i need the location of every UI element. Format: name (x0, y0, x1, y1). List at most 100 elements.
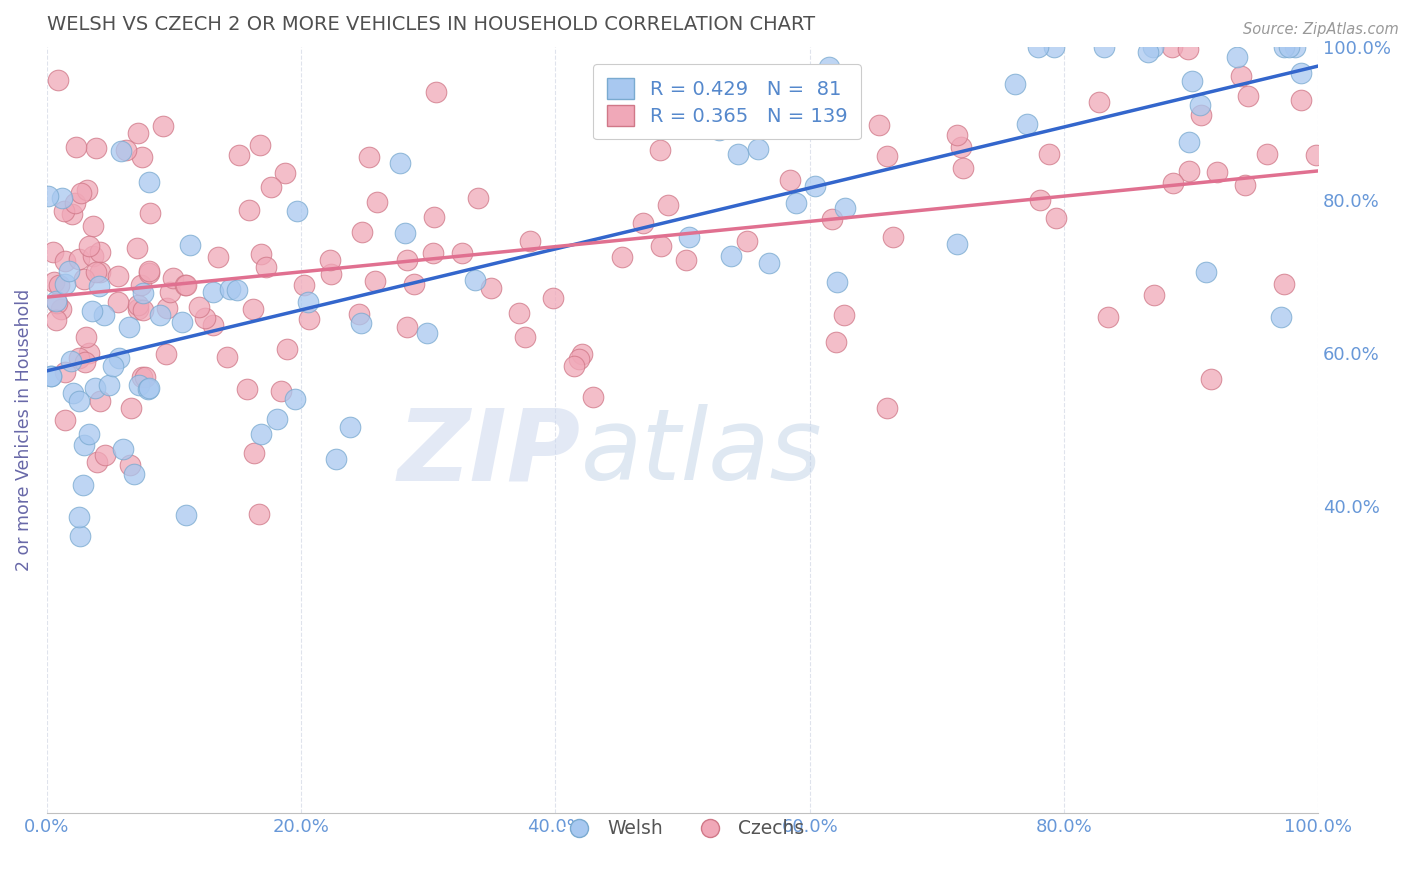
Point (63, 195, 86, 210)
Point (785, 196, 807, 211)
Point (339, 420, 361, 434)
Point (53, 413, 76, 427)
Point (1237, 89, 1260, 103)
Point (404, 277, 426, 291)
Point (270, 384, 292, 398)
Point (84, 381, 107, 395)
Point (138, 263, 160, 277)
Point (72, 478, 94, 492)
Point (319, 252, 342, 267)
Point (162, 271, 184, 285)
Point (266, 412, 288, 426)
Text: WELSH VS CZECH 2 OR MORE VEHICLES IN HOUSEHOLD CORRELATION CHART: WELSH VS CZECH 2 OR MORE VEHICLES IN HOU… (46, 15, 815, 34)
Point (350, 225, 373, 239)
Point (834, 202, 856, 216)
Point (152, 119, 174, 133)
Point (131, 150, 153, 164)
Point (779, 173, 801, 187)
Point (89, 394, 111, 409)
Point (120, 458, 142, 472)
Point (60, 354, 83, 368)
Point (817, 61, 839, 75)
Point (541, 291, 564, 305)
Point (98, 377, 121, 392)
Text: Source: ZipAtlas.com: Source: ZipAtlas.com (1243, 22, 1399, 37)
Point (215, 350, 238, 364)
Point (58, 264, 80, 278)
Point (73, 438, 96, 452)
Point (1029, 194, 1052, 208)
Point (156, 301, 179, 315)
Point (395, 320, 418, 334)
Point (176, 508, 198, 522)
Point (201, 285, 224, 300)
Point (39, 368, 62, 383)
Point (174, 277, 197, 292)
Point (159, 285, 181, 299)
Point (49, 301, 72, 316)
Point (298, 311, 321, 326)
Point (1097, 310, 1119, 324)
Point (675, 253, 697, 268)
Point (868, 119, 890, 133)
Point (425, 85, 447, 99)
Point (648, 144, 671, 158)
Point (720, 249, 742, 263)
Point (815, 121, 838, 136)
Point (67, 351, 90, 366)
Point (238, 202, 260, 217)
Point (727, 147, 749, 161)
Point (1206, 165, 1229, 179)
Point (89, 279, 111, 293)
Point (247, 508, 270, 522)
Point (242, 446, 264, 460)
Point (825, 334, 848, 349)
Point (467, 191, 489, 205)
Point (65, 140, 87, 154)
Point (1178, 163, 1201, 178)
Point (633, 99, 655, 113)
Point (72, 272, 94, 286)
Point (464, 273, 486, 287)
Point (132, 285, 155, 300)
Point (122, 467, 145, 482)
Point (172, 315, 194, 329)
Point (678, 229, 700, 244)
Point (657, 198, 679, 212)
Point (226, 283, 249, 297)
Point (582, 390, 605, 404)
Point (876, 401, 898, 415)
Point (562, 359, 585, 373)
Point (69, 529, 91, 543)
Point (450, 246, 472, 260)
Point (1142, 39, 1164, 54)
Point (571, 347, 593, 361)
Point (254, 260, 277, 275)
Point (236, 382, 259, 396)
Point (45, 296, 67, 310)
Point (423, 211, 446, 225)
Point (128, 378, 150, 392)
Point (107, 294, 129, 309)
Point (389, 155, 412, 169)
Point (1189, 108, 1212, 122)
Point (321, 267, 343, 281)
Point (149, 308, 172, 322)
Point (946, 128, 969, 142)
Point (952, 161, 974, 175)
Point (716, 89, 738, 103)
Point (479, 281, 502, 295)
Point (950, 140, 973, 154)
Point (804, 179, 827, 194)
Point (260, 180, 283, 194)
Point (37, 188, 59, 202)
Point (82, 304, 104, 318)
Point (187, 300, 209, 314)
Point (285, 204, 308, 219)
Point (422, 246, 444, 260)
Point (127, 298, 149, 312)
Point (110, 144, 132, 158)
Point (155, 347, 177, 361)
Point (1045, 211, 1067, 226)
Point (1161, 177, 1184, 191)
